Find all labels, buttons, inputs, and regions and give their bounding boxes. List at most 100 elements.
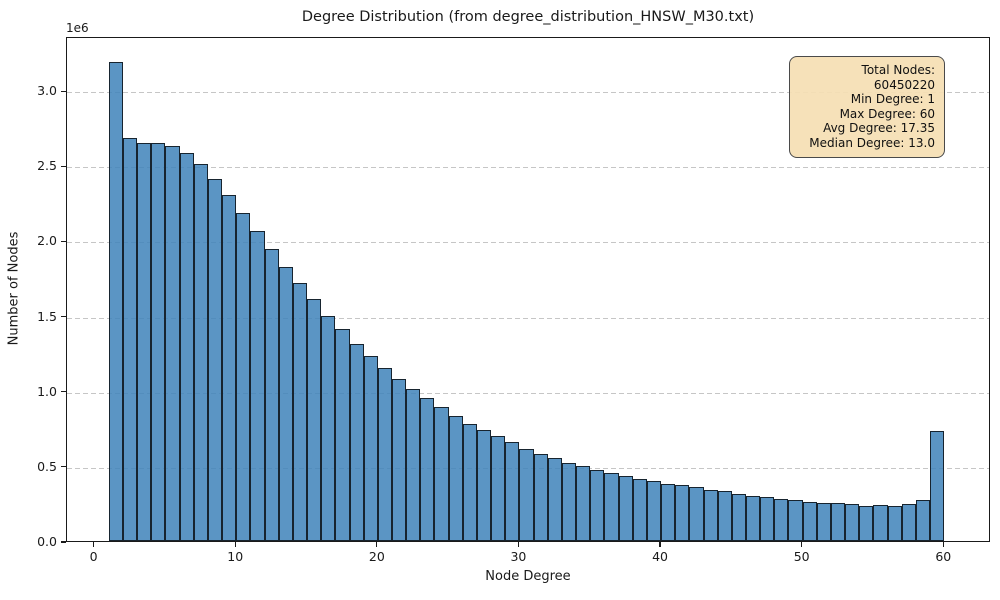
bar [774, 498, 789, 541]
bar [746, 495, 761, 541]
bar [632, 479, 647, 541]
bar [391, 378, 407, 541]
y-tick-mark [61, 165, 66, 167]
stats-line-total-nodes: Total Nodes: 60450220 [861, 63, 935, 92]
bar [278, 267, 293, 541]
y-gridline [67, 92, 989, 94]
bar [222, 195, 237, 541]
x-tick-label: 10 [227, 549, 244, 564]
stats-line-avg-degree: Avg Degree: 17.35 [823, 121, 935, 136]
x-tick-mark [942, 542, 944, 547]
bar [377, 368, 392, 541]
y-tick-label: 3.0 [37, 83, 57, 99]
bar [179, 153, 194, 541]
x-tick-label: 20 [368, 549, 385, 564]
y-tick-mark [61, 541, 66, 543]
x-tick-mark [517, 542, 520, 547]
y-axis-label: Number of Nodes [6, 231, 22, 346]
x-tick-label: 40 [652, 549, 668, 564]
bar [661, 483, 676, 541]
bar [859, 505, 874, 541]
bar [292, 282, 308, 541]
bar [675, 485, 690, 541]
x-tick-label: 60 [935, 549, 952, 564]
x-tick-mark [801, 542, 803, 547]
y-tick-label: 1.5 [37, 308, 57, 324]
bar [590, 470, 605, 541]
bar [901, 503, 916, 541]
chart-title: Degree Distribution (from degree_distrib… [301, 9, 755, 25]
y-tick-label: 2.0 [37, 233, 57, 249]
bar [307, 299, 322, 541]
y-tick-mark [61, 315, 66, 318]
x-tick-mark [659, 542, 661, 547]
bar [264, 249, 279, 541]
bar [406, 389, 421, 541]
bar [335, 329, 350, 541]
stats-line-min-degree: Min Degree: 1 [850, 92, 935, 107]
bar [420, 398, 435, 541]
bar [830, 503, 846, 541]
stats-line-median-degree: Median Degree: 13.0 [809, 135, 935, 150]
bar [108, 61, 123, 541]
bar [122, 138, 138, 541]
bar [533, 453, 548, 541]
bar [519, 449, 534, 541]
bar [448, 416, 463, 541]
y-tick-mark [61, 90, 66, 92]
bar [604, 473, 619, 541]
bar [462, 423, 477, 541]
bar [930, 430, 945, 541]
y-tick-label: 2.5 [37, 158, 57, 174]
x-axis-label: Node Degree [485, 569, 571, 584]
bar [689, 486, 704, 541]
x-tick-label: 50 [793, 549, 810, 564]
x-tick-mark [93, 542, 95, 547]
bar [349, 344, 364, 541]
bar [618, 476, 633, 541]
bar [321, 315, 336, 541]
y-tick-label: 0.0 [37, 534, 57, 549]
y-gridline [67, 167, 989, 169]
bar [887, 505, 902, 541]
bar [165, 145, 180, 541]
bar [873, 504, 888, 541]
bar [576, 465, 591, 541]
bar [845, 504, 860, 541]
bar [434, 407, 449, 541]
y-tick-mark [61, 240, 66, 242]
bar [915, 499, 931, 541]
y-tick-label: 1.0 [37, 383, 57, 399]
bar [788, 500, 803, 541]
y-tick-mark [61, 466, 66, 468]
y-gridline [67, 317, 989, 319]
bar [760, 497, 775, 541]
y-tick-label: 0.5 [37, 458, 57, 474]
bar [547, 458, 562, 541]
bar [703, 489, 718, 541]
bar [505, 441, 520, 541]
bar [731, 494, 746, 541]
bar [207, 178, 223, 541]
bar [802, 501, 817, 541]
bar [151, 142, 166, 541]
bar [476, 429, 492, 541]
bar [717, 491, 732, 541]
y-tick-mark [61, 391, 66, 393]
bar [561, 462, 577, 541]
y-axis-offset-label: 1e6 [66, 21, 89, 35]
bar [363, 356, 378, 541]
y-gridline [67, 242, 989, 244]
stats-annotation-box: Total Nodes: 60450220 Min Degree: 1 Max … [789, 56, 945, 158]
x-tick-label: 30 [510, 549, 527, 564]
bar [646, 480, 662, 541]
bar [137, 142, 152, 541]
bar [816, 503, 831, 541]
x-tick-mark [376, 542, 378, 547]
bar [491, 435, 506, 541]
y-gridline [67, 392, 989, 394]
stats-line-max-degree: Max Degree: 60 [839, 106, 935, 121]
bar [250, 231, 265, 541]
bar [236, 213, 251, 541]
